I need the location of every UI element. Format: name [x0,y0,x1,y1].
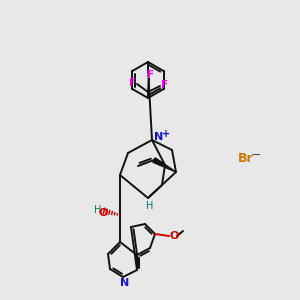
Polygon shape [153,158,176,172]
Text: Br: Br [238,152,254,164]
Text: −: − [251,148,261,161]
Text: N: N [120,278,130,288]
Text: O: O [169,231,179,241]
Text: +: + [162,129,170,139]
Text: F: F [147,70,155,80]
Text: H: H [94,205,102,215]
Text: O: O [98,208,108,218]
Text: H: H [146,201,154,211]
Text: N: N [154,132,164,142]
Text: F: F [161,80,169,90]
Text: F: F [129,78,137,88]
